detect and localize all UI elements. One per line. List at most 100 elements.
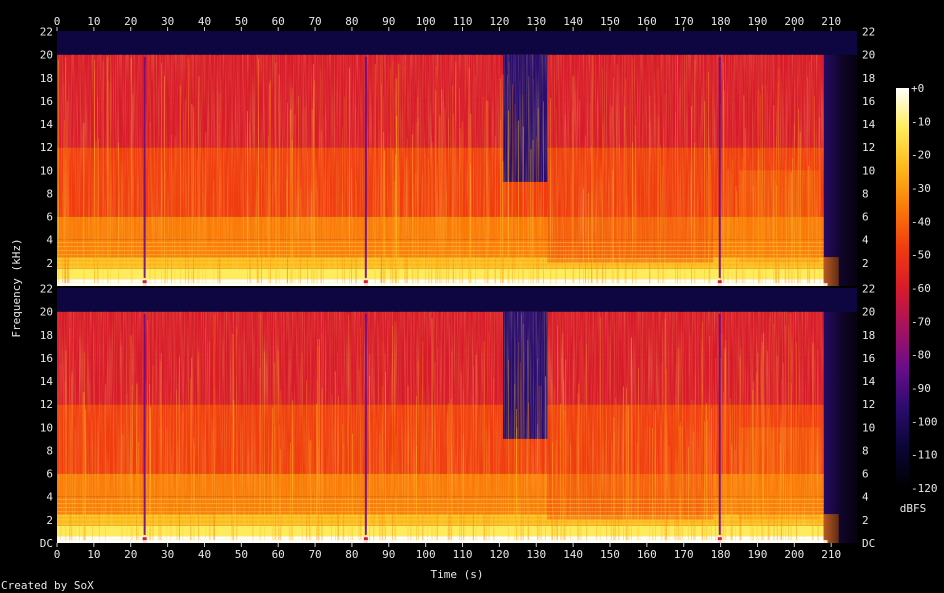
colorbar-tick-label: -80	[911, 349, 931, 362]
y-tick-label-right: 4	[862, 234, 869, 247]
section-boundary-low	[717, 280, 722, 286]
spectrogram-panels	[57, 31, 857, 543]
colorbar-tick-label: -60	[911, 282, 931, 295]
colorbar-tick-label: -20	[911, 149, 931, 162]
y-tick-label-left: DC	[40, 537, 53, 550]
x-tick-label: 40	[198, 15, 211, 28]
colorbar-tick-label: -30	[911, 182, 931, 195]
x-tick-label: 80	[345, 15, 358, 28]
x-tick-label: 140	[563, 548, 583, 561]
y-tick-label-left: 4	[46, 491, 53, 504]
x-tick-label: 160	[637, 15, 657, 28]
above-cutoff-region	[57, 31, 857, 55]
x-tick-label: 180	[711, 548, 731, 561]
y-tick-label-right: 10	[862, 164, 875, 177]
y-tick-label-left: 22	[40, 283, 53, 296]
x-axis-top: 0 10 20 30 40 50 60 70 80 90 100 110 120 130 140 150 160…	[54, 15, 841, 31]
x-tick-label: 210	[821, 15, 841, 28]
x-tick-label: 170	[674, 548, 694, 561]
y-tick-label-right: 20	[862, 49, 875, 62]
colorbar-tick-label: +0	[911, 82, 924, 95]
section-boundary	[364, 56, 367, 278]
x-tick-label: 20	[124, 548, 137, 561]
y-tick-label-left: 16	[40, 352, 53, 365]
x-tick-label: 100	[416, 15, 436, 28]
x-tick-label: 120	[489, 15, 509, 28]
x-tick-label: 10	[87, 548, 100, 561]
x-tick-label: 170	[674, 15, 694, 28]
x-tick-label: 150	[600, 15, 620, 28]
y-tick-label-right: 20	[862, 306, 875, 319]
x-tick-label: 30	[161, 15, 174, 28]
channel-2-spectrogram	[57, 288, 857, 543]
y-tick-label-right: DC	[862, 537, 875, 550]
x-tick-label: 70	[308, 548, 321, 561]
colorbar: +0 -10 -20 -30 -40 -50 -60 -70 -80 -90 -100 -110 -12…	[896, 82, 938, 495]
y-axis-title: Frequency (kHz)	[10, 238, 23, 337]
y-tick-label-left: 4	[46, 234, 53, 247]
y-tick-label-right: 12	[862, 141, 875, 154]
y-tick-label-left: 18	[40, 329, 53, 342]
x-tick-label: 10	[87, 15, 100, 28]
y-tick-label-right: 8	[862, 444, 869, 457]
x-tick-label: 110	[453, 548, 473, 561]
y-tick-label-right: 2	[862, 514, 869, 527]
y-tick-label-left: 8	[46, 187, 53, 200]
x-tick-label: 210	[821, 548, 841, 561]
x-tick-label: 60	[272, 548, 285, 561]
x-tick-label: 130	[526, 15, 546, 28]
x-tick-label: 20	[124, 15, 137, 28]
x-tick-label: 30	[161, 548, 174, 561]
x-tick-label: 100	[416, 548, 436, 561]
x-tick-label: 110	[453, 15, 473, 28]
y-tick-label-left: 14	[40, 375, 54, 388]
colorbar-tick-label: -40	[911, 215, 931, 228]
footer-credit: Created by SoX	[1, 579, 94, 592]
x-tick-label: 40	[198, 548, 211, 561]
x-tick-label: 80	[345, 548, 358, 561]
y-tick-label-left: 12	[40, 398, 53, 411]
section-boundary-low	[363, 280, 368, 286]
y-tick-label-right: 12	[862, 398, 875, 411]
x-axis-title: Time (s)	[431, 568, 484, 581]
y-tick-label-right: 6	[862, 211, 869, 224]
x-tick-label: 0	[54, 548, 61, 561]
colorbar-tick-label: -50	[911, 249, 931, 262]
section-boundary	[364, 313, 367, 535]
colorbar-label: dBFS	[900, 502, 927, 515]
above-cutoff-region	[57, 288, 857, 312]
x-tick-label: 200	[784, 15, 804, 28]
y-tick-label-left: 10	[40, 164, 53, 177]
y-tick-label-left: 22	[40, 26, 53, 39]
section-boundary	[143, 56, 146, 278]
x-tick-label: 50	[235, 15, 248, 28]
channel-1-spectrogram	[57, 31, 857, 287]
x-tick-label: 150	[600, 548, 620, 561]
y-tick-label-right: 22	[862, 283, 875, 296]
y-tick-label-left: 2	[46, 514, 53, 527]
y-tick-label-right: 14	[862, 375, 876, 388]
y-tick-label-right: 6	[862, 468, 869, 481]
x-tick-label: 120	[489, 548, 509, 561]
y-axis-left: 2 4 6 8 10 12 14 16 18 20 22 DC 2 4 6 8 10 12 14 16 18 20 22	[40, 26, 54, 550]
y-tick-label-right: 10	[862, 421, 875, 434]
x-tick-label: 160	[637, 548, 657, 561]
colorbar-tick-label: -120	[911, 482, 938, 495]
x-tick-label: 190	[748, 15, 768, 28]
colorbar-gradient	[896, 88, 909, 488]
y-tick-label-left: 20	[40, 306, 53, 319]
y-tick-label-right: 16	[862, 95, 875, 108]
section-boundary	[718, 313, 721, 535]
y-axis-right: 2 4 6 8 10 12 14 16 18 20 22 DC 2 4 6 8 10 12 14 16 18 20 22	[862, 26, 876, 550]
y-tick-label-right: 2	[862, 257, 869, 270]
x-tick-label: 0	[54, 15, 61, 28]
colorbar-tick-label: -110	[911, 449, 938, 462]
section-boundary	[143, 313, 146, 535]
y-tick-label-right: 16	[862, 352, 875, 365]
y-tick-label-left: 12	[40, 141, 53, 154]
x-tick-label: 90	[382, 15, 395, 28]
x-tick-label: 60	[272, 15, 285, 28]
colorbar-tick-label: -100	[911, 415, 938, 428]
y-tick-label-left: 2	[46, 257, 53, 270]
y-tick-label-left: 10	[40, 421, 53, 434]
